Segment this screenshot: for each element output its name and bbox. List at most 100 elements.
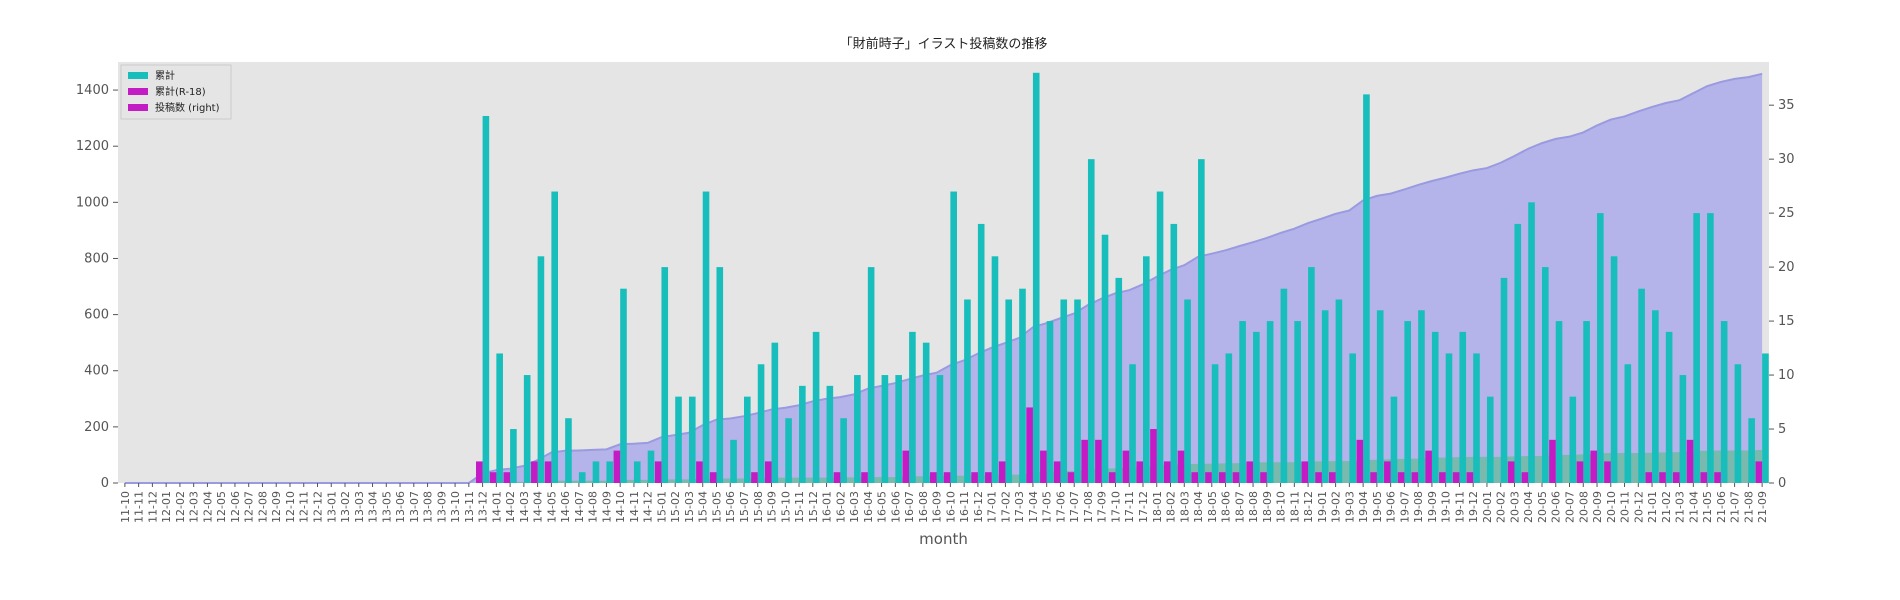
- r18-bar: [1700, 472, 1708, 483]
- x-tick-label: 14-12: [642, 491, 655, 523]
- r18-bar: [709, 472, 717, 483]
- x-tick-label: 12-09: [270, 491, 283, 523]
- r18-bar: [1329, 472, 1336, 483]
- posts-bar: [1555, 321, 1563, 483]
- posts-bar: [854, 375, 861, 483]
- x-tick-label: 13-02: [339, 491, 352, 523]
- r18-bar: [764, 461, 772, 483]
- r18-bar: [696, 461, 703, 483]
- posts-bar: [647, 450, 655, 483]
- posts-bar: [592, 461, 600, 483]
- r18-bar: [1686, 439, 1694, 483]
- x-tick-label: 14-06: [559, 491, 572, 523]
- posts-bar: [1431, 331, 1439, 483]
- x-tick-label: 20-09: [1591, 491, 1604, 523]
- posts-bar: [1184, 299, 1191, 483]
- posts-bar: [1486, 396, 1494, 483]
- posts-bar: [1087, 159, 1095, 483]
- posts-bar: [881, 375, 889, 483]
- x-tick-label: 17-01: [986, 491, 999, 523]
- legend-label-cumulative-r18: 累計(R-18): [155, 85, 206, 98]
- posts-bar: [1445, 353, 1453, 483]
- posts-bar: [1294, 321, 1301, 483]
- posts-bar: [578, 472, 586, 483]
- posts-bar: [909, 331, 916, 483]
- x-tick-label: 15-12: [807, 491, 820, 523]
- posts-bar: [1541, 267, 1549, 483]
- r18-bar: [544, 461, 552, 483]
- x-tick-label: 18-01: [1151, 491, 1164, 523]
- x-tick-label: 20-01: [1481, 491, 1494, 523]
- posts-bar: [1376, 310, 1384, 483]
- x-tick-label: 13-07: [408, 491, 421, 523]
- x-tick-label: 15-07: [738, 491, 751, 523]
- x-tick-label: 12-08: [256, 491, 269, 523]
- r18-bar: [489, 472, 497, 483]
- posts-bar: [936, 375, 944, 483]
- posts-bar: [1349, 353, 1356, 483]
- posts-bar: [620, 288, 627, 483]
- posts-bar: [1074, 299, 1081, 483]
- legend-swatch-posts: [128, 104, 148, 111]
- x-tick-label: 20-06: [1550, 491, 1563, 523]
- x-tick-label: 18-11: [1288, 491, 1301, 523]
- x-tick-label: 12-03: [188, 491, 201, 523]
- r18-bar: [654, 461, 662, 483]
- posts-bar: [537, 256, 545, 483]
- r18-bar: [531, 461, 538, 483]
- x-tick-label: 19-06: [1385, 491, 1398, 523]
- x-tick-label: 19-02: [1330, 491, 1343, 523]
- r18-bar: [943, 472, 951, 483]
- r18-bar: [1108, 472, 1116, 483]
- legend-label-posts: 投稿数 (right): [155, 101, 220, 114]
- posts-bar: [1280, 288, 1288, 483]
- posts-bar: [1115, 277, 1123, 483]
- x-tick-label: 15-10: [779, 491, 792, 523]
- posts-bar: [1390, 396, 1398, 483]
- x-tick-label: 21-05: [1701, 491, 1714, 523]
- r18-bar: [1604, 461, 1611, 483]
- r18-bar: [475, 461, 483, 483]
- r18-bar: [1439, 472, 1446, 483]
- posts-bar: [1019, 288, 1026, 483]
- posts-bar: [1198, 159, 1205, 483]
- x-tick-label: 18-02: [1165, 491, 1178, 523]
- posts-bar: [991, 256, 999, 483]
- x-tick-label: 19-11: [1453, 491, 1466, 523]
- r18-bar: [1370, 472, 1377, 483]
- posts-bar: [633, 461, 641, 483]
- x-tick-label: 19-03: [1343, 491, 1356, 523]
- posts-bar: [1473, 353, 1480, 483]
- r18-bar: [1191, 472, 1199, 483]
- left-y-tick-label: 1400: [76, 83, 109, 98]
- posts-bar: [1528, 202, 1535, 484]
- posts-bar: [551, 191, 558, 484]
- x-tick-label: 14-10: [614, 491, 627, 523]
- x-tick-label: 19-09: [1426, 491, 1439, 523]
- r18-bar: [1590, 450, 1598, 483]
- x-tick-label: 21-06: [1715, 491, 1728, 523]
- x-tick-label: 16-02: [834, 491, 847, 523]
- x-tick-label: 20-03: [1508, 491, 1521, 523]
- right-y-tick-label: 35: [1778, 98, 1795, 113]
- posts-bar: [1253, 331, 1260, 483]
- r18-bar: [1095, 439, 1102, 483]
- bar-layer: [475, 72, 1769, 484]
- r18-bar: [998, 461, 1006, 483]
- posts-bar: [523, 375, 531, 483]
- x-tick-label: 13-11: [463, 491, 476, 523]
- posts-bar: [1693, 213, 1700, 483]
- r18-bar: [1122, 450, 1130, 483]
- x-tick-label: 20-04: [1522, 491, 1535, 523]
- right-y-tick-label: 10: [1778, 368, 1795, 383]
- x-tick-label: 16-08: [917, 491, 930, 523]
- r18-bar: [1714, 472, 1721, 483]
- x-tick-label: 14-07: [573, 491, 586, 523]
- x-tick-label: 20-02: [1495, 491, 1508, 523]
- x-tick-label: 14-02: [504, 491, 517, 523]
- x-tick-label: 12-01: [160, 491, 173, 523]
- x-tick-label: 18-07: [1233, 491, 1246, 523]
- posts-bar: [675, 396, 682, 483]
- x-tick-label: 21-08: [1742, 491, 1755, 523]
- r18-bar: [1067, 472, 1075, 483]
